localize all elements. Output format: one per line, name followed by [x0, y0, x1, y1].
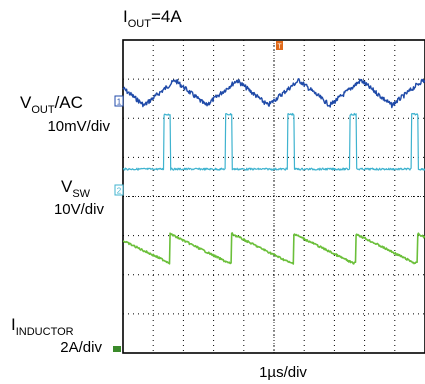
channel-1-name: VOUT/AC — [20, 93, 83, 116]
chart-title: IOUT=4A — [123, 7, 182, 30]
x-axis-label: 1µs/div — [259, 364, 307, 381]
channel-1-scale: 10mV/div — [47, 118, 110, 135]
trace-vsw — [122, 112, 425, 171]
traces — [122, 77, 425, 265]
channel-2-name: VSW — [61, 177, 91, 200]
trace-inductor-current — [122, 232, 425, 265]
svg-text:T: T — [277, 44, 282, 51]
trigger-marker: T — [276, 41, 283, 51]
svg-text:2: 2 — [117, 187, 122, 196]
svg-text:1: 1 — [117, 98, 122, 107]
channel-1-marker: 1 — [114, 95, 124, 107]
channel-3-name: IINDUCTOR — [11, 315, 74, 338]
channel-2-scale: 10V/div — [54, 201, 105, 218]
channel-2-marker: 2 — [114, 184, 124, 196]
trace-vout-ripple — [122, 77, 425, 109]
plot-area — [122, 39, 425, 354]
ground-marker — [113, 346, 121, 352]
channel-3-scale: 2A/div — [60, 339, 102, 356]
